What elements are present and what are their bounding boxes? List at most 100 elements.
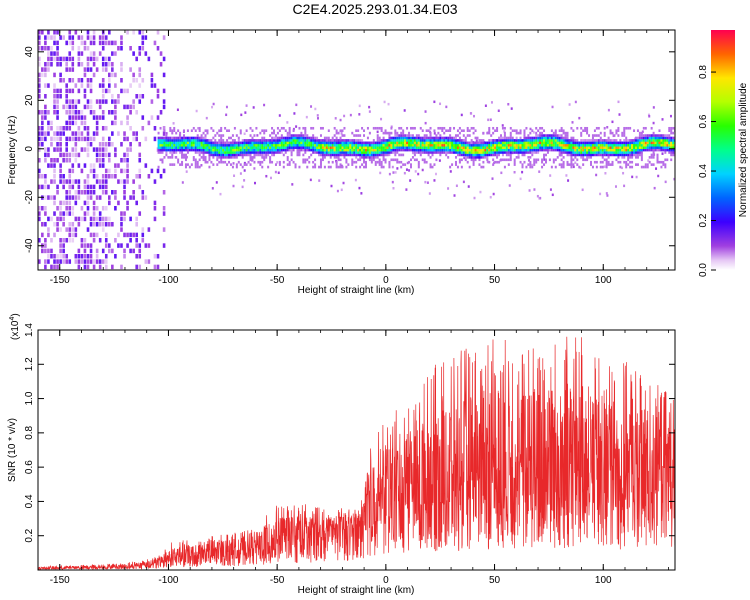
heatmap-cell [454, 156, 457, 159]
heatmap-cell [499, 139, 502, 142]
heatmap-cell [159, 174, 163, 179]
heatmap-cell [323, 139, 326, 142]
heatmap-cell [229, 151, 232, 154]
heatmap-cell [361, 163, 364, 166]
heatmap-cell [233, 146, 236, 149]
heatmap-cell [404, 163, 407, 166]
heatmap-cell [108, 158, 111, 163]
heatmap-cell [335, 156, 338, 159]
heatmap-cell [89, 78, 93, 83]
heatmap-cell [282, 139, 285, 142]
heatmap-cell [74, 136, 78, 142]
heatmap-cell [341, 148, 344, 152]
heatmap-cell [123, 131, 126, 136]
heatmap-cell [652, 143, 655, 147]
heatmap-cell [95, 174, 99, 179]
heatmap-cell [241, 146, 244, 149]
heatmap-cell [582, 146, 585, 149]
heatmap-cell [86, 83, 90, 88]
heatmap-cell [204, 148, 207, 152]
heatmap-cell [482, 143, 485, 147]
heatmap-cell [286, 163, 289, 166]
heatmap-cell [123, 179, 126, 184]
heatmap-cell [47, 126, 50, 131]
heatmap-cell [390, 126, 393, 130]
heatmap-cell [670, 158, 673, 162]
heatmap-cell [353, 151, 356, 154]
heatmap-cell [276, 143, 279, 147]
heatmap-cell [492, 146, 495, 149]
heatmap-cell [165, 139, 168, 142]
heatmap-cell [672, 141, 675, 145]
heatmap-cell [474, 151, 477, 154]
heatmap-cell [162, 227, 166, 232]
heatmap-cell [417, 139, 420, 142]
heatmap-cell [312, 151, 315, 154]
heatmap-cell [595, 126, 598, 130]
heatmap-cell [490, 134, 493, 137]
heatmap-cell [300, 134, 303, 137]
heatmap-cell [460, 153, 463, 157]
heatmap-cell [558, 151, 561, 154]
heatmap-cell [337, 141, 340, 145]
heatmap-cell [533, 136, 536, 140]
heatmap-cell [505, 153, 508, 157]
heatmap-cell [468, 143, 471, 147]
heatmap-cell [259, 143, 262, 147]
heatmap-cell [396, 146, 399, 149]
heatmap-cell [300, 131, 303, 135]
heatmap-cell [359, 143, 362, 147]
heatmap-cell [578, 151, 581, 154]
heatmap-cell [364, 160, 367, 164]
heatmap-cell [609, 163, 612, 166]
heatmap-cell [376, 130, 379, 134]
heatmap-cell [468, 148, 471, 152]
heatmap-cell [198, 129, 201, 132]
heatmap-cell [71, 131, 75, 136]
heatmap-cell [408, 146, 411, 149]
heatmap-cell [41, 46, 44, 51]
heatmap-cell [650, 139, 653, 142]
colorbar: 0.00.20.40.60.8 Normalized spectral ampl… [698, 30, 749, 277]
heatmap-cell [429, 136, 432, 140]
heatmap-cell [357, 148, 360, 152]
heatmap-cell [368, 153, 371, 157]
heatmap-cell [319, 165, 322, 169]
heatmap-cell [535, 146, 538, 149]
heatmap-cell [247, 146, 250, 149]
heatmap-cell [474, 146, 477, 149]
heatmap-cell [498, 153, 501, 157]
heatmap-cell [98, 83, 102, 88]
heatmap-cell [286, 146, 289, 149]
heatmap-cell [364, 143, 367, 147]
heatmap-cell [406, 126, 409, 130]
heatmap-cell [92, 211, 96, 216]
heatmap-cell [159, 148, 162, 152]
heatmap-cell [488, 129, 491, 132]
heatmap-cell [86, 99, 90, 104]
heatmap-cell [366, 136, 369, 140]
heatmap-cell [292, 127, 295, 131]
heatmap-cell [474, 129, 477, 132]
heatmap-cell [126, 30, 129, 35]
heatmap-cell [331, 148, 334, 152]
heatmap-cell [167, 156, 170, 159]
heatmap-cell [498, 139, 501, 142]
heatmap-cell [184, 143, 187, 147]
heatmap-cell [50, 46, 53, 51]
heatmap-cell [120, 216, 123, 222]
heatmap-cell [62, 254, 65, 259]
heatmap-cell [120, 46, 123, 51]
heatmap-cell [492, 192, 495, 196]
heatmap-cell [454, 143, 457, 147]
heatmap-cell [580, 156, 583, 159]
heatmap-cell [215, 181, 218, 184]
heatmap-cell [156, 88, 160, 94]
x-tick-label: 50 [489, 575, 501, 586]
heatmap-cell [114, 104, 117, 110]
heatmap-cell [349, 141, 352, 145]
heatmap-cell [351, 151, 354, 154]
heatmap-cell [527, 134, 530, 137]
heatmap-cell [225, 113, 228, 117]
heatmap-cell [409, 146, 412, 149]
